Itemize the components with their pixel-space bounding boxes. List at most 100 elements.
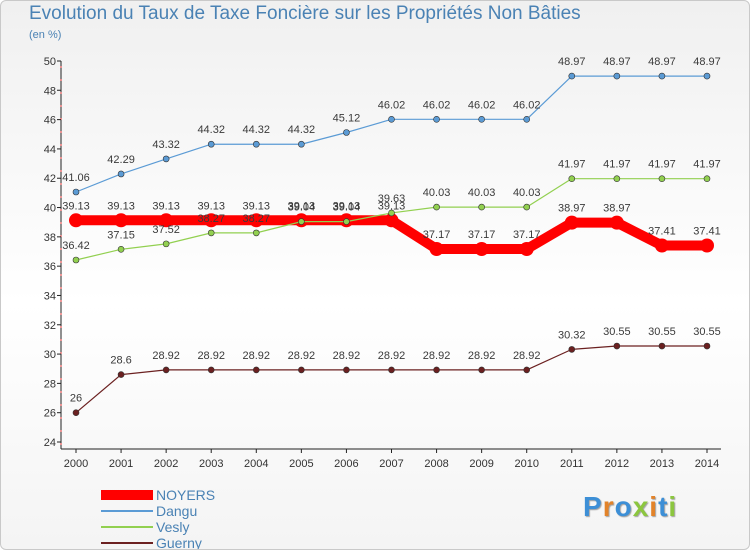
dangu-data-label: 48.97 [693,56,721,68]
logo-letter: i [649,491,659,522]
guerny-point [388,366,395,374]
x-tick-label: 2007 [379,458,403,470]
vesly-point [478,203,485,211]
logo-letter: t [658,491,669,522]
series-guerny: 26 28.6 28.92 28.92 28.92 28.92 28.92 28.92 28.9… [70,326,721,416]
dangu-data-label: 48.97 [558,56,586,68]
x-tick-label: 2011 [560,458,584,470]
noyers-data-label: 37.41 [648,225,676,237]
dangu-data-label: 46.02 [468,99,496,111]
dangu-data-label: 46.02 [378,99,406,111]
vesly-point [388,209,395,217]
vesly-data-label: 40.03 [468,187,496,199]
legend-swatch [101,510,153,512]
x-tick-label: 2012 [605,458,629,470]
y-tick-label: 48 [44,85,56,97]
legend-label: Guerny [156,535,202,550]
dangu-point [388,116,395,123]
guerny-data-label: 30.55 [693,326,721,338]
noyers-point [69,213,83,228]
vesly-data-label: 39.63 [378,193,406,205]
logo-letter: i [668,491,678,522]
guerny-point [613,342,621,350]
vesly-point [523,203,531,211]
chart-subtitle: (en %) [29,29,62,41]
noyers-point [654,238,669,253]
vesly-point [343,218,350,225]
dangu-data-label: 48.97 [603,56,631,68]
y-tick-label: 50 [44,56,56,68]
noyers-point [609,215,624,230]
dangu-point [72,188,80,196]
x-tick-label: 2010 [514,458,538,470]
y-tick-label: 38 [44,232,56,244]
guerny-point [252,366,260,374]
noyers-point [159,213,174,228]
noyers-data-label: 39.13 [378,200,406,212]
x-tick-label: 2009 [469,458,493,470]
guerny-data-label: 28.92 [423,350,451,362]
noyers-point [429,242,444,257]
dangu-point [613,72,621,80]
y-tick-label: 32 [44,320,56,332]
dangu-line [75,75,708,193]
noyers-point [700,238,714,253]
guerny-point [117,371,125,378]
dangu-point [568,72,576,80]
vesly-point [252,229,260,237]
noyers-data-label: 39.13 [333,200,361,212]
legend-swatch [101,490,153,500]
vesly-point [117,246,125,253]
dangu-point [207,140,215,148]
guerny-data-label: 30.55 [603,326,631,338]
vesly-point [613,175,621,182]
dangu-data-label: 42.29 [107,154,135,166]
series-dangu: 41.06 42.29 43.32 44.32 44.32 44.32 45.12 46.02… [62,56,721,196]
y-tick-label: 46 [44,115,56,127]
dangu-data-label: 43.32 [152,139,180,151]
noyers-point [519,242,534,257]
dangu-data-label: 41.06 [62,172,90,184]
noyers-data-label: 37.17 [423,229,451,241]
noyers-point [474,242,489,257]
dangu-point [433,116,440,123]
dangu-point [162,155,170,163]
dangu-point [117,170,125,178]
vesly-point [162,240,170,248]
vesly-point [433,203,440,211]
noyers-data-label: 37.17 [513,229,541,241]
x-tick-label: 2000 [64,458,88,470]
noyers-data-label: 39.13 [288,200,316,212]
y-tick-label: 44 [44,144,56,156]
vesly-data-label: 38.27 [243,213,271,225]
guerny-data-label: 28.92 [333,350,361,362]
x-tick-label: 2008 [424,458,448,470]
vesly-point [72,256,80,264]
dangu-data-label: 48.97 [648,56,676,68]
guerny-point [478,366,485,374]
vesly-data-label: 37.15 [107,229,135,241]
guerny-data-label: 28.92 [378,350,406,362]
y-tick-label: 34 [44,290,56,302]
dangu-data-label: 46.02 [513,99,541,111]
noyers-data-label: 39.13 [243,200,271,212]
vesly-point [658,175,666,182]
guerny-data-label: 28.92 [468,350,496,362]
noyers-data-label: 38.97 [558,203,586,215]
dangu-point [252,140,260,148]
guerny-point [433,366,440,374]
dangu-data-label: 46.02 [423,99,451,111]
y-tick-label: 26 [44,408,56,420]
series-vesly: 36.42 37.15 37.52 38.27 38.27 39.04 39.04 39.63… [62,159,721,264]
dangu-data-label: 44.32 [243,124,271,136]
y-tick-label: 42 [44,173,56,185]
noyers-point [384,213,399,228]
x-tick-label: 2002 [154,458,178,470]
vesly-point [568,175,576,182]
dangu-data-label: 44.32 [197,124,225,136]
noyers-data-label: 39.13 [197,200,225,212]
guerny-data-label: 28.92 [513,350,541,362]
vesly-data-label: 41.97 [558,159,586,171]
noyers-point [114,213,129,228]
